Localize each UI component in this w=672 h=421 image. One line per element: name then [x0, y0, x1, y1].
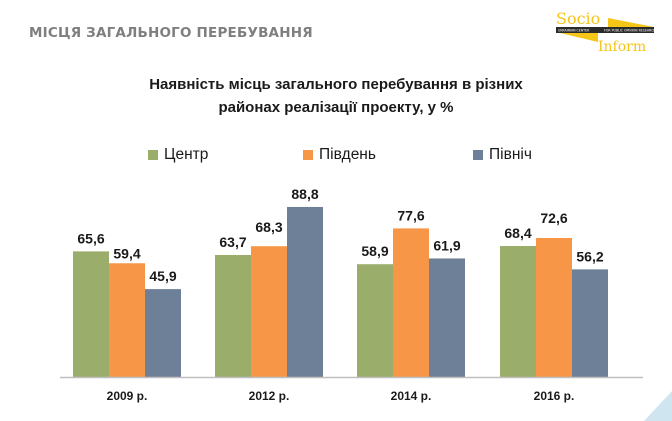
legend-label-north: Північ	[489, 146, 532, 163]
data-label-north-2: 61,9	[433, 237, 460, 253]
logo-inform: Inform	[598, 39, 646, 54]
section-title: МІСЦЯ ЗАГАЛЬНОГО ПЕРЕБУВАННЯ	[29, 25, 313, 41]
legend-swatch-north	[473, 150, 483, 160]
bar-south-2	[393, 228, 429, 377]
x-tick-label-1: 2012 р.	[249, 389, 290, 403]
data-label-north-0: 45,9	[149, 268, 176, 284]
legend-label-center: Центр	[164, 146, 209, 163]
data-label-center-3: 68,4	[504, 225, 531, 241]
legend-item-center: Центр	[148, 146, 208, 164]
data-label-south-0: 59,4	[113, 245, 140, 261]
legend-label-south: Південь	[319, 146, 376, 163]
socioinform-logo: UKRAINIAN CENTER FOR PUBLIC OPINION RESE…	[556, 9, 656, 54]
data-label-center-2: 58,9	[361, 243, 388, 259]
data-label-north-3: 56,2	[576, 248, 603, 264]
chart-title-line1: Наявність місць загального перебування в…	[149, 76, 523, 93]
logo-yellow-wedge-top	[608, 18, 654, 27]
bar-north-3	[572, 269, 608, 377]
data-label-south-3: 72,6	[540, 210, 567, 226]
bar-center-3	[500, 246, 536, 377]
bar-center-2	[357, 264, 393, 377]
logo-yellow-wedge-bottom	[560, 33, 598, 42]
logo-tagline-left: UKRAINIAN CENTER	[558, 29, 590, 33]
data-label-south-2: 77,6	[397, 207, 424, 223]
chart-legend: Центр Південь Північ	[0, 146, 672, 166]
bar-north-1	[287, 206, 323, 377]
legend-swatch-south	[303, 150, 313, 160]
x-tick-label-3: 2016 р.	[534, 389, 575, 403]
x-tick-label-2: 2014 р.	[391, 389, 432, 403]
data-label-center-0: 65,6	[77, 230, 104, 246]
bar-center-1	[215, 255, 251, 377]
logo-dark-band	[556, 27, 654, 33]
x-tick-label-0: 2009 р.	[107, 389, 148, 403]
legend-swatch-center	[148, 150, 158, 160]
corner-decoration	[644, 391, 672, 421]
bar-north-2	[429, 258, 465, 377]
bar-south-0	[109, 263, 145, 377]
chart-title-line2: районах реалізації проекту, у %	[218, 99, 454, 116]
bar-center-0	[73, 251, 109, 377]
chart-title: Наявність місць загального перебування в…	[0, 73, 672, 119]
bar-north-0	[145, 289, 181, 377]
data-label-south-1: 68,3	[255, 219, 282, 235]
legend-item-south: Південь	[303, 146, 376, 164]
legend-item-north: Північ	[473, 146, 532, 164]
bar-south-1	[251, 246, 287, 377]
data-label-north-1: 88,8	[291, 186, 318, 202]
logo-socio: Socio	[556, 9, 600, 28]
data-label-center-1: 63,7	[219, 234, 246, 250]
bar-south-3	[536, 237, 572, 377]
logo-tagline-right: FOR PUBLIC OPINION RESEARCH	[604, 29, 656, 33]
